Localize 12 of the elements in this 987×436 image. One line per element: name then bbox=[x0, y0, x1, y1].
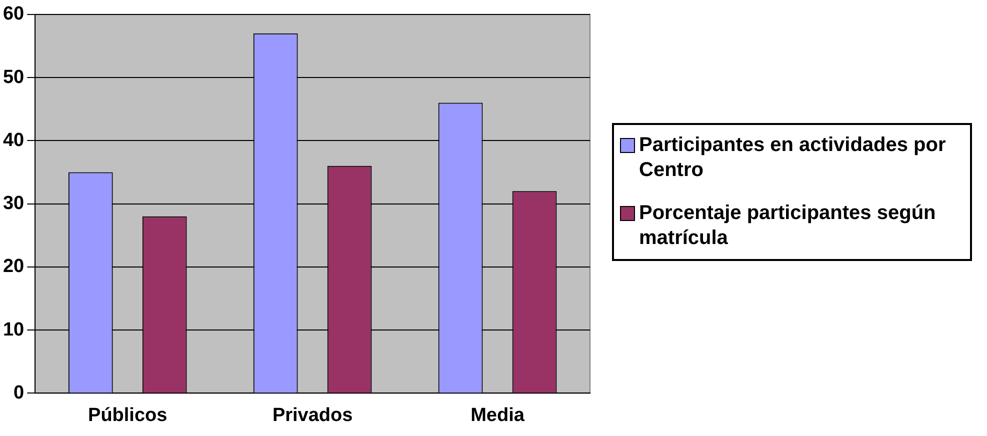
x-tick-label: Privados bbox=[272, 404, 353, 426]
y-tick-label: 30 bbox=[2, 193, 24, 214]
legend-label: Participantes en actividades por Centro bbox=[639, 133, 947, 183]
y-tick-label: 40 bbox=[2, 130, 24, 151]
y-tick-label: 50 bbox=[2, 66, 24, 88]
y-tick-label: 10 bbox=[2, 319, 24, 340]
x-tick-label: Públicos bbox=[88, 404, 168, 426]
y-tick-label: 20 bbox=[2, 256, 24, 278]
y-tick-label: 0 bbox=[14, 382, 24, 404]
y-tick-label: 60 bbox=[2, 4, 24, 25]
x-tick-label: Media bbox=[470, 404, 525, 426]
legend-label: Porcentaje participantes según matrícula bbox=[639, 201, 937, 251]
